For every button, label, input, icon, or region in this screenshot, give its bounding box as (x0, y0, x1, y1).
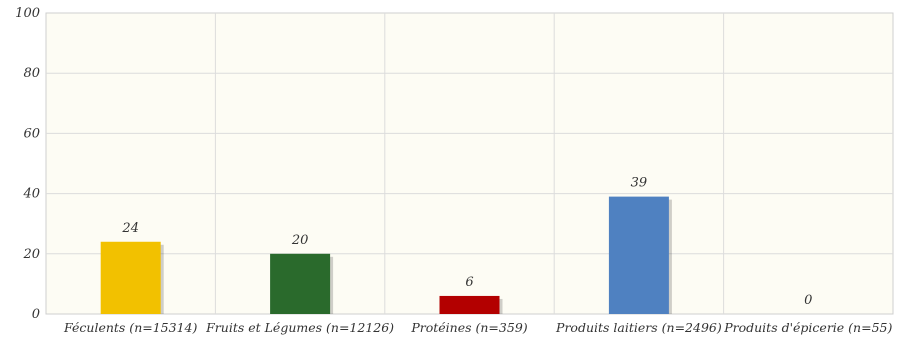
bar (439, 295, 500, 314)
x-axis-labels: Féculents (n=15314) Fruits et Légumes (n=… (63, 320, 892, 335)
bar (270, 253, 331, 314)
plot-area (45, 12, 894, 315)
y-tick-label: 60 (23, 126, 40, 141)
bar (100, 241, 161, 314)
bar-value-label: 24 (121, 221, 139, 236)
x-category-label: Fruits et Légumes (n=12126) (205, 320, 394, 335)
y-tick-label: 40 (22, 187, 40, 202)
y-tick-label: 80 (23, 66, 40, 81)
y-tick-label: 0 (32, 307, 40, 322)
x-category-label: Produits laitiers (n=2496) (555, 320, 722, 335)
x-category-label: Produits d'épicerie (n=55) (723, 320, 892, 335)
y-axis-ticks: 0 20 40 60 80 100 (15, 6, 40, 322)
x-category-label: Féculents (n=15314) (63, 320, 197, 335)
bars (100, 196, 672, 314)
bar-value-label: 0 (804, 293, 812, 308)
grid-lines (46, 13, 893, 314)
y-tick-label: 20 (22, 247, 40, 262)
bar (608, 196, 669, 314)
bar-value-label: 20 (291, 233, 309, 248)
x-category-label: Protéines (n=359) (410, 320, 527, 335)
bar-value-label: 39 (631, 176, 648, 191)
value-labels: 24 20 6 39 0 (121, 176, 812, 308)
y-tick-label: 100 (15, 6, 40, 21)
bar-value-label: 6 (465, 275, 473, 290)
